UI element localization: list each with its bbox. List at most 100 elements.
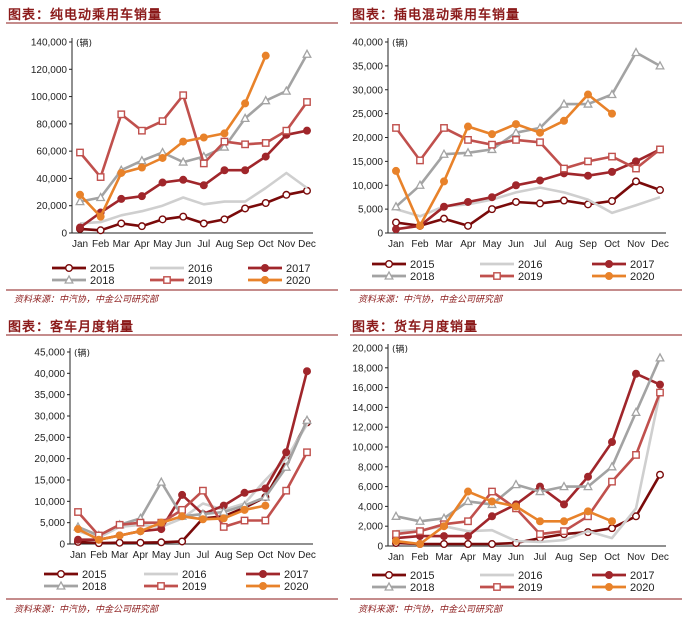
- y-tick-label: 5,000: [40, 518, 65, 529]
- legend-marker-2015: [64, 264, 73, 273]
- x-tick-label: Oct: [258, 550, 274, 561]
- data-point-2020: [115, 531, 124, 540]
- data-point-2020: [511, 502, 520, 511]
- legend-marker-2015: [57, 570, 66, 579]
- legend-label-2017: 2017: [286, 263, 310, 275]
- data-point-2018: [655, 60, 665, 70]
- data-point-2017: [608, 167, 617, 176]
- y-tick-label: 18,000: [352, 363, 383, 374]
- y-tick-label: 140,000: [31, 38, 68, 49]
- data-point-2015: [117, 219, 126, 228]
- y-tick-label: 15,000: [352, 157, 383, 168]
- legend-marker-2020: [605, 272, 614, 281]
- y-tick-label: 30,000: [352, 85, 383, 96]
- data-point-2019: [440, 124, 448, 132]
- data-point-2019: [76, 148, 84, 157]
- data-point-2019: [416, 527, 424, 536]
- x-tick-label: Dec: [298, 239, 316, 250]
- data-point-2015: [463, 221, 472, 230]
- data-point-2015: [115, 538, 124, 547]
- y-tick-label: 20,000: [352, 133, 383, 144]
- data-point-2019: [74, 508, 82, 516]
- series-line-2016: [79, 171, 308, 225]
- data-point-2017: [559, 500, 568, 509]
- x-tick-label: Nov: [277, 239, 295, 250]
- chart-bev-svg: 0 20,000 40,000 60,000 80,000 100,000 120,000 1…: [6, 22, 338, 291]
- y-tick-label: 35,000: [34, 390, 65, 401]
- legend-marker-2018: [384, 581, 394, 591]
- data-point-2020: [392, 166, 401, 175]
- series-line-2018: [395, 357, 662, 523]
- data-point-2019: [199, 486, 207, 495]
- data-point-2020: [439, 522, 448, 531]
- chart-panel-bev: 图表：纯电动乘用车销量 0 20,000 40,000 60,000 80,000 100…: [0, 0, 343, 312]
- data-point-2020: [219, 514, 228, 523]
- legend-marker-2018: [384, 270, 394, 280]
- data-point-2020: [179, 137, 188, 146]
- y-tick-label: 35,000: [352, 61, 383, 72]
- data-point-2018: [302, 48, 312, 58]
- data-point-2015: [559, 196, 568, 205]
- x-tick-label: Feb: [411, 552, 429, 563]
- data-point-2015: [656, 470, 665, 479]
- data-point-2020: [535, 128, 544, 137]
- data-point-2017: [487, 512, 496, 521]
- data-point-2018: [511, 127, 521, 137]
- data-point-2018: [535, 486, 545, 496]
- data-point-2020: [261, 51, 270, 60]
- x-tick-label: May: [153, 239, 172, 250]
- y-tick-label: 16,000: [352, 383, 383, 394]
- data-point-2020: [511, 120, 520, 129]
- data-point-2018: [260, 491, 271, 501]
- data-point-2019: [608, 477, 616, 486]
- legend-label-2016: 2016: [188, 263, 212, 275]
- data-point-2015: [303, 186, 312, 195]
- data-point-2019: [178, 505, 186, 514]
- data-point-2017: [75, 223, 84, 232]
- y-tick-label: 25,000: [34, 433, 65, 444]
- x-tick-label: Jul: [534, 239, 547, 250]
- data-point-2018: [415, 515, 425, 525]
- legend-label-2019: 2019: [518, 271, 542, 283]
- series-line-2017: [79, 129, 308, 229]
- series-line-2015: [79, 189, 308, 232]
- data-point-2019: [240, 516, 249, 525]
- x-tick-label: Jan: [388, 552, 404, 563]
- legend-marker-2017: [605, 571, 614, 580]
- x-tick-label: Jan: [388, 239, 404, 250]
- data-point-2015: [439, 214, 448, 223]
- data-point-2020: [608, 517, 617, 526]
- y-tick-label: 2,000: [358, 522, 383, 533]
- chart-phev-svg: 0 5,000 10,000 15,000 20,000 25,000 30,000 35,0…: [350, 22, 682, 291]
- x-tick-label: Sep: [236, 550, 254, 561]
- data-point-2019: [136, 518, 145, 527]
- legend-marker-2020: [605, 583, 614, 592]
- data-point-2018: [302, 414, 312, 424]
- data-point-2018: [583, 481, 593, 491]
- chart-truck-svg: 0 2,000 4,000 6,000 8,000 10,000 12,000 14,000 1…: [350, 334, 682, 600]
- data-point-2015: [178, 537, 187, 546]
- data-point-2019: [392, 124, 400, 132]
- y-tick-label: 20,000: [352, 344, 383, 355]
- x-tick-label: May: [152, 550, 171, 561]
- y-tick-label: 60,000: [36, 147, 67, 158]
- data-point-2015: [261, 198, 270, 207]
- x-tick-label: Apr: [460, 239, 476, 250]
- legend-marker-2015: [385, 260, 394, 269]
- x-tick-label: Jun: [508, 552, 524, 563]
- data-point-2020: [241, 99, 250, 108]
- y-tick-label: 10,000: [34, 497, 65, 508]
- data-point-2017: [392, 225, 401, 234]
- data-point-2019: [115, 520, 124, 529]
- data-point-2015: [137, 222, 146, 231]
- x-tick-label: Apr: [133, 550, 149, 561]
- data-point-2017: [535, 176, 544, 185]
- data-point-2015: [158, 215, 167, 224]
- chart-title: 图表：纯电动乘用车销量: [8, 8, 163, 23]
- data-point-2017: [117, 194, 126, 203]
- data-point-2017: [632, 157, 641, 166]
- data-point-2020: [535, 517, 544, 526]
- data-point-2015: [241, 204, 250, 213]
- series-line-2019: [79, 93, 309, 179]
- data-point-2018: [391, 201, 401, 211]
